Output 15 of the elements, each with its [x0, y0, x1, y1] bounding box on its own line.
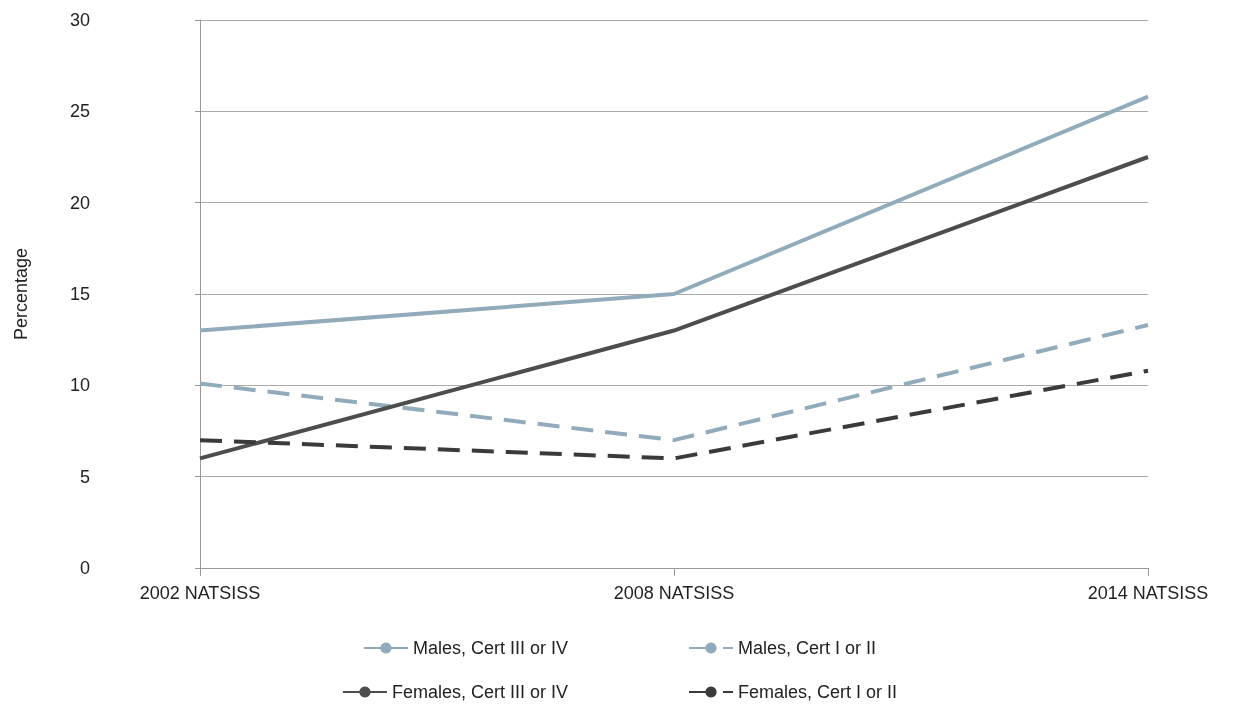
y-tick-label: 30 [69, 10, 90, 30]
y-tick-label: 25 [69, 101, 90, 122]
y-tick-label: 10 [69, 375, 90, 396]
x-tick-label: 2002 NATSISS [139, 583, 261, 603]
y-tick-label: 5 [79, 466, 90, 487]
legend-label: Females, Cert I or II [738, 682, 898, 702]
y-tick-label: 20 [69, 192, 90, 213]
y-tick-label: 0 [79, 558, 90, 578]
y-axis-title: Percentage [11, 247, 31, 341]
legend-label: Males, Cert III or IV [412, 638, 569, 658]
legend-label: Females, Cert III or IV [391, 682, 569, 702]
y-tick-label: 15 [69, 284, 90, 304]
x-tick-label: 2014 NATSISS [1087, 583, 1209, 603]
x-tick-label: 2008 NATSISS [613, 583, 735, 603]
legend-label: Males, Cert I or II [738, 638, 877, 658]
